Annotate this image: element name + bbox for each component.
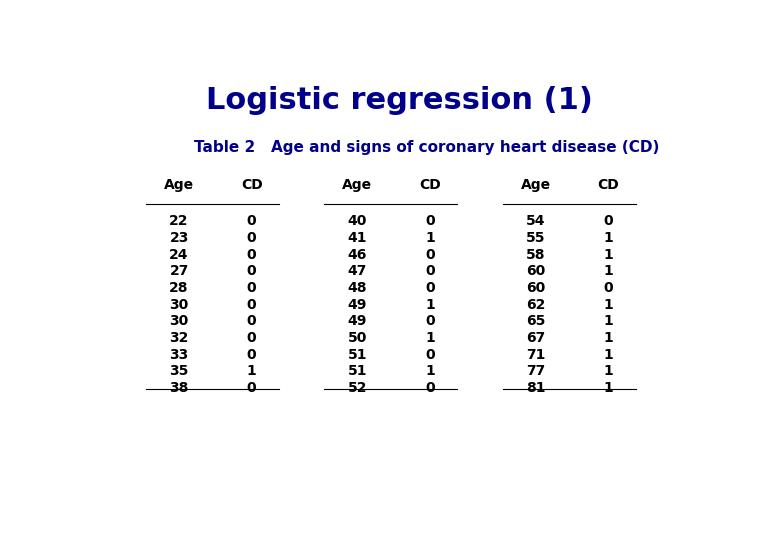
Text: 51: 51 [348,364,367,378]
Text: 0: 0 [246,265,257,279]
Text: 0: 0 [246,381,257,395]
Text: Table 2   Age and signs of coronary heart disease (CD): Table 2 Age and signs of coronary heart … [194,140,660,154]
Text: 32: 32 [169,331,189,345]
Text: 81: 81 [526,381,545,395]
Text: 0: 0 [246,231,257,245]
Text: 1: 1 [604,364,613,378]
Text: 54: 54 [526,214,545,228]
Text: 60: 60 [526,265,545,279]
Text: CD: CD [597,178,619,192]
Text: 40: 40 [348,214,367,228]
Text: 0: 0 [425,381,434,395]
Text: 48: 48 [348,281,367,295]
Text: 1: 1 [604,231,613,245]
Text: 71: 71 [526,348,545,362]
Text: 0: 0 [604,214,613,228]
Text: 0: 0 [246,331,257,345]
Text: 1: 1 [246,364,257,378]
Text: 65: 65 [526,314,545,328]
Text: 38: 38 [169,381,189,395]
Text: 50: 50 [348,331,367,345]
Text: 49: 49 [348,314,367,328]
Text: 0: 0 [425,314,434,328]
Text: 24: 24 [169,248,189,262]
Text: 46: 46 [348,248,367,262]
Text: Age: Age [164,178,194,192]
Text: 30: 30 [169,314,189,328]
Text: 1: 1 [425,364,435,378]
Text: 55: 55 [526,231,545,245]
Text: 0: 0 [246,281,257,295]
Text: 58: 58 [526,248,545,262]
Text: 0: 0 [246,248,257,262]
Text: Age: Age [342,178,373,192]
Text: 1: 1 [604,248,613,262]
Text: 0: 0 [425,281,434,295]
Text: Logistic regression (1): Logistic regression (1) [207,85,593,114]
Text: 67: 67 [526,331,545,345]
Text: 1: 1 [604,265,613,279]
Text: 0: 0 [246,298,257,312]
Text: 60: 60 [526,281,545,295]
Text: 1: 1 [425,231,435,245]
Text: 0: 0 [425,348,434,362]
Text: 49: 49 [348,298,367,312]
Text: 0: 0 [246,314,257,328]
Text: 22: 22 [169,214,189,228]
Text: 1: 1 [604,298,613,312]
Text: 0: 0 [425,265,434,279]
Text: 41: 41 [348,231,367,245]
Text: 1: 1 [604,314,613,328]
Text: 52: 52 [348,381,367,395]
Text: 0: 0 [604,281,613,295]
Text: CD: CD [241,178,263,192]
Text: CD: CD [419,178,441,192]
Text: 1: 1 [604,348,613,362]
Text: 0: 0 [246,214,257,228]
Text: 1: 1 [425,298,435,312]
Text: 35: 35 [169,364,189,378]
Text: 1: 1 [604,331,613,345]
Text: 0: 0 [425,214,434,228]
Text: 23: 23 [169,231,189,245]
Text: 51: 51 [348,348,367,362]
Text: 1: 1 [425,331,435,345]
Text: 47: 47 [348,265,367,279]
Text: 62: 62 [526,298,545,312]
Text: 77: 77 [526,364,545,378]
Text: 0: 0 [425,248,434,262]
Text: 1: 1 [604,381,613,395]
Text: 30: 30 [169,298,189,312]
Text: 27: 27 [169,265,189,279]
Text: 0: 0 [246,348,257,362]
Text: 33: 33 [169,348,189,362]
Text: 28: 28 [169,281,189,295]
Text: Age: Age [521,178,551,192]
